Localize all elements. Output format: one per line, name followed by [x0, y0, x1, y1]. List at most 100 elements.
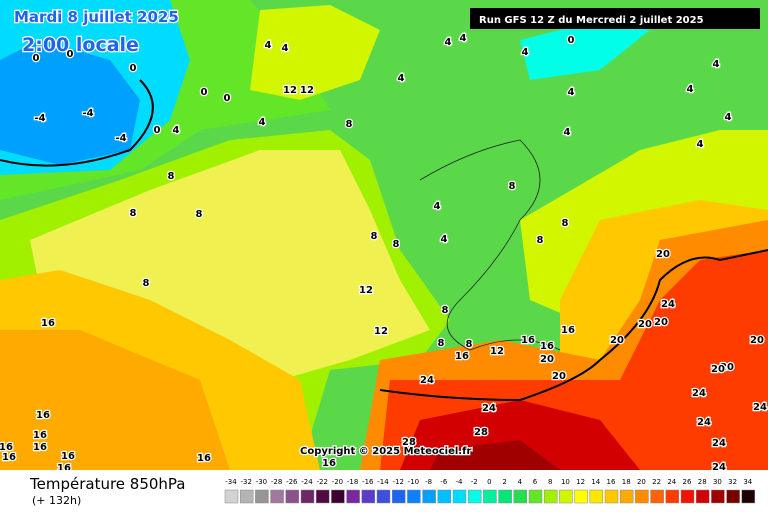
- scale-swatch: [270, 489, 284, 504]
- scale-swatch: [285, 489, 300, 504]
- scale-tick-label: 8: [548, 478, 552, 486]
- contour-label: 12: [300, 85, 314, 96]
- scale-tick-label: 26: [683, 478, 692, 486]
- contour-label: 8: [466, 339, 473, 350]
- scale-swatch: [635, 489, 649, 504]
- contour-label: 4: [564, 127, 571, 138]
- contour-label: 8: [438, 338, 445, 349]
- contour-label: 28: [474, 427, 488, 438]
- scale-swatch: [407, 489, 421, 504]
- scale-swatch: [589, 489, 604, 504]
- run-box: [470, 8, 760, 29]
- contour-label: 4: [568, 87, 575, 98]
- contour-label: 16: [540, 341, 554, 352]
- contour-label: 4: [282, 43, 289, 54]
- scale-swatch: [346, 489, 360, 504]
- contour-label: 16: [521, 335, 535, 346]
- contour-label: 20: [656, 249, 670, 260]
- scale-swatch: [315, 489, 330, 504]
- scale-tick-label: -22: [316, 478, 327, 486]
- contour-label: 28: [402, 437, 416, 448]
- contour-label: 4: [441, 234, 448, 245]
- contour-label: 16: [36, 410, 50, 421]
- contour-label: 20: [540, 354, 554, 365]
- scale-swatch: [437, 489, 452, 504]
- contour-label: 4: [460, 33, 467, 44]
- contour-label: 16: [33, 430, 47, 441]
- scale-tick-label: 28: [698, 478, 707, 486]
- scale-tick-label: 6: [533, 478, 538, 486]
- contour-label: 0: [224, 93, 231, 104]
- contour-label: 20: [654, 317, 668, 328]
- scale-tick-label: 2: [502, 478, 506, 486]
- scale-tick-label: -14: [377, 478, 389, 486]
- scale-tick-label: -8: [425, 478, 432, 486]
- contour-label: 0: [568, 35, 575, 46]
- scale-tick-label: 20: [637, 478, 646, 486]
- scale-tick-label: -24: [301, 478, 313, 486]
- contour-label: 4: [687, 84, 694, 95]
- scale-swatch: [498, 489, 512, 504]
- contour-label: 12: [283, 85, 297, 96]
- scale-tick-label: -20: [332, 478, 343, 486]
- scale-tick-label: 30: [713, 478, 722, 486]
- contour-label: 20: [552, 371, 566, 382]
- contour-label: 16: [0, 442, 13, 453]
- scale-swatch: [300, 489, 315, 504]
- scale-tick-label: -28: [271, 478, 282, 486]
- contour-label: 8: [562, 218, 569, 229]
- contour-label: 8: [442, 305, 449, 316]
- scale-tick-label: -2: [471, 478, 478, 486]
- map-background: [0, 0, 768, 470]
- contour-label: 16: [561, 325, 575, 336]
- scale-swatch: [467, 489, 482, 504]
- scale-swatch: [452, 489, 467, 504]
- contour-label: 8: [393, 239, 400, 250]
- scale-tick-label: -18: [347, 478, 358, 486]
- legend-subtitle: (+ 132h): [32, 494, 81, 507]
- scale-tick-label: -10: [408, 478, 419, 486]
- scale-swatch: [361, 489, 376, 504]
- contour-label: 0: [130, 63, 137, 74]
- scale-swatch: [726, 489, 740, 504]
- scale-swatch: [741, 489, 756, 504]
- scale-tick-label: -30: [256, 478, 267, 486]
- run-info: Run GFS 12 Z du Mercredi 2 juillet 2025: [479, 15, 704, 26]
- contour-label: 8: [509, 181, 516, 192]
- scale-tick-label: 10: [561, 478, 570, 486]
- scale-swatch: [513, 489, 528, 504]
- contour-label: -4: [82, 108, 93, 119]
- contour-label: -4: [115, 133, 126, 144]
- scale-swatch: [711, 489, 725, 504]
- contour-label: 20: [638, 319, 652, 330]
- scale-tick-label: 0: [487, 478, 491, 486]
- contour-label: 0: [67, 49, 74, 60]
- contour-label: 16: [322, 458, 336, 469]
- contour-label: 16: [41, 318, 55, 329]
- scale-tick-label: 4: [518, 478, 523, 486]
- contour-label: 20: [720, 362, 734, 373]
- contour-label: 4: [725, 112, 732, 123]
- contour-label: 8: [371, 231, 378, 242]
- scale-tick-label: 34: [743, 478, 752, 486]
- contour-label: 16: [455, 351, 469, 362]
- scale-tick-label: -26: [286, 478, 298, 486]
- scale-swatch: [422, 489, 436, 504]
- scale-swatch: [680, 489, 695, 504]
- contour-label: 4: [434, 201, 441, 212]
- scale-tick-label: 14: [591, 478, 600, 486]
- contour-label: 16: [61, 451, 75, 462]
- scale-tick-label: -34: [225, 478, 237, 486]
- scale-swatch: [695, 489, 710, 504]
- scale-tick-label: -32: [240, 478, 251, 486]
- contour-label: 0: [201, 87, 208, 98]
- contour-label: 4: [697, 139, 704, 150]
- scale-swatch: [604, 489, 619, 504]
- legend-title: Température 850hPa: [29, 475, 186, 493]
- scale-swatch: [559, 489, 573, 504]
- copyright: Copyright © 2025 Meteociel.fr: [300, 446, 471, 457]
- contour-label: 8: [130, 208, 137, 219]
- scale-tick-label: 18: [622, 478, 631, 486]
- contour-label: 4: [713, 59, 720, 70]
- date: Mardi 8 juillet 2025: [14, 8, 179, 26]
